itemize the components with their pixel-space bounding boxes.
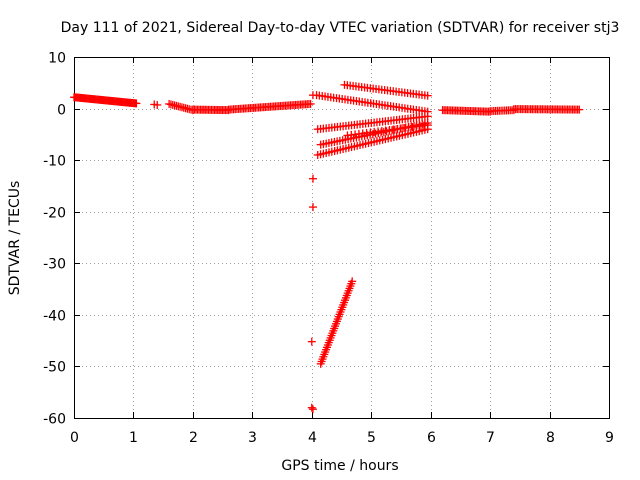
y-tick-label: -40 xyxy=(43,309,66,325)
x-tick-label: 3 xyxy=(248,430,257,446)
data-point-descending-arc xyxy=(307,337,316,346)
y-tick-label: -20 xyxy=(43,206,66,222)
data-point-early-arc xyxy=(153,100,162,109)
y-tick-label: -60 xyxy=(43,412,66,428)
data-point-descending-arc xyxy=(308,91,317,100)
data-point-descending-arc xyxy=(308,174,317,183)
y-axis-label: SDTVAR / TECUs xyxy=(7,181,23,296)
data-point-descending-arc xyxy=(307,403,316,412)
grid-lines xyxy=(74,57,609,418)
data-point-arc-c xyxy=(423,112,432,121)
x-tick-label: 1 xyxy=(129,430,138,446)
chart-title: Day 111 of 2021, Sidereal Day-to-day VTE… xyxy=(61,20,620,36)
data-point-early-arc xyxy=(132,99,141,108)
data-points xyxy=(70,80,584,414)
data-point-descending-arc xyxy=(348,277,357,286)
x-tick-label: 7 xyxy=(486,430,495,446)
x-axis-label: GPS time / hours xyxy=(281,458,398,474)
data-point-descending-arc xyxy=(308,405,317,414)
data-point-early-arc xyxy=(306,99,315,108)
axis-ticks xyxy=(74,57,610,419)
data-point-arc-b xyxy=(423,91,432,100)
y-tick-label: 10 xyxy=(48,51,66,67)
y-tick-label: -50 xyxy=(43,360,66,376)
data-point-arc-f xyxy=(423,121,432,130)
x-tick-label: 6 xyxy=(427,430,436,446)
x-tick-label: 9 xyxy=(605,430,614,446)
data-point-descending-arc xyxy=(308,203,317,212)
data-point-late-arc xyxy=(575,105,584,114)
y-tick-label: -10 xyxy=(43,154,66,170)
x-tick-label: 8 xyxy=(546,430,555,446)
y-tick-label: 0 xyxy=(57,103,66,119)
x-tick-label: 4 xyxy=(308,430,317,446)
x-tick-labels: 0 1 2 3 4 5 6 7 8 9 xyxy=(70,430,614,446)
x-tick-label: 0 xyxy=(70,430,79,446)
y-tick-labels: -60 -50 -40 -30 -20 -10 0 10 xyxy=(43,51,66,428)
y-tick-label: -30 xyxy=(43,257,66,273)
x-tick-label: 2 xyxy=(189,430,198,446)
plot-frame xyxy=(74,57,610,419)
x-tick-label: 5 xyxy=(367,430,376,446)
